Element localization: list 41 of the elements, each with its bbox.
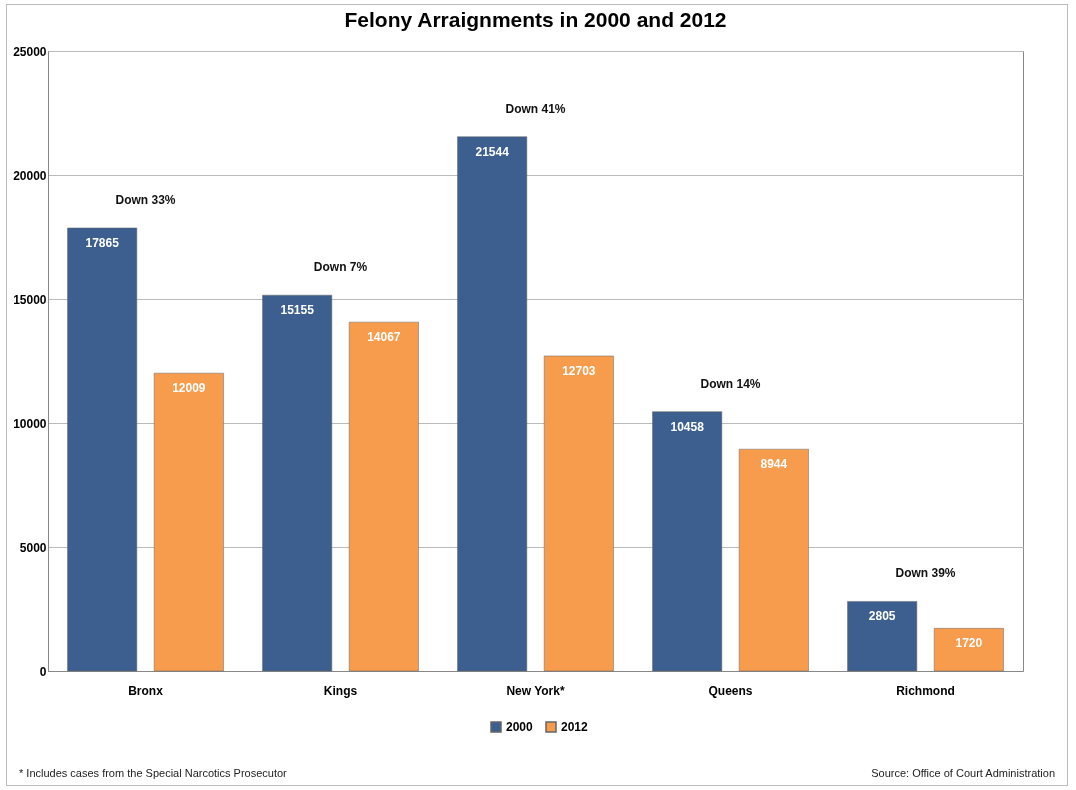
text: * Includes cases from the Special Narcotics Prosecutor xyxy=(19,767,287,779)
x-tick-label: Kings xyxy=(323,683,358,698)
y-tick-label: 10000 xyxy=(13,416,47,431)
source-note: Source: Office of Court Administration xyxy=(871,767,1055,779)
bar xyxy=(262,294,333,672)
legend-label: 2012 xyxy=(561,720,589,734)
annotation: Down 14% xyxy=(700,376,761,391)
bar xyxy=(543,355,614,672)
bar xyxy=(652,411,723,672)
annotation: Down 41% xyxy=(505,101,566,116)
y-tick-label: 0 xyxy=(39,664,47,679)
data-label: 12703 xyxy=(562,363,596,378)
y-tick-label: 25000 xyxy=(13,44,47,59)
x-tick-label: Bronx xyxy=(128,683,164,698)
bar xyxy=(457,136,528,672)
data-label: 2805 xyxy=(868,609,896,624)
y-tick-label: 15000 xyxy=(13,292,47,307)
data-label: 10458 xyxy=(670,419,705,434)
x-tick-label: New York* xyxy=(506,683,565,698)
bar xyxy=(847,601,918,672)
x-tick-label: Queens xyxy=(708,683,753,698)
data-label: 14067 xyxy=(367,330,401,345)
bar xyxy=(933,628,1004,672)
y-tick-label: 20000 xyxy=(13,168,47,183)
chart-title: Felony Arraignments in 2000 and 2012 xyxy=(344,8,727,31)
bar xyxy=(67,227,138,672)
data-label: 12009 xyxy=(172,381,206,396)
x-tick-label: Richmond xyxy=(896,683,955,698)
annotation: Down 7% xyxy=(313,260,368,275)
annotation: Down 39% xyxy=(895,566,956,581)
bar xyxy=(348,321,419,672)
data-label: 17865 xyxy=(85,235,120,250)
y-tick-label: 5000 xyxy=(19,540,47,555)
legend-label: 2000 xyxy=(506,720,534,734)
data-label: 1720 xyxy=(955,636,983,651)
data-label: 8944 xyxy=(760,457,788,472)
bar xyxy=(153,372,224,672)
bar xyxy=(738,448,809,672)
data-label: 15155 xyxy=(280,303,315,318)
annotation: Down 33% xyxy=(115,192,176,207)
data-label: 21544 xyxy=(475,144,510,159)
